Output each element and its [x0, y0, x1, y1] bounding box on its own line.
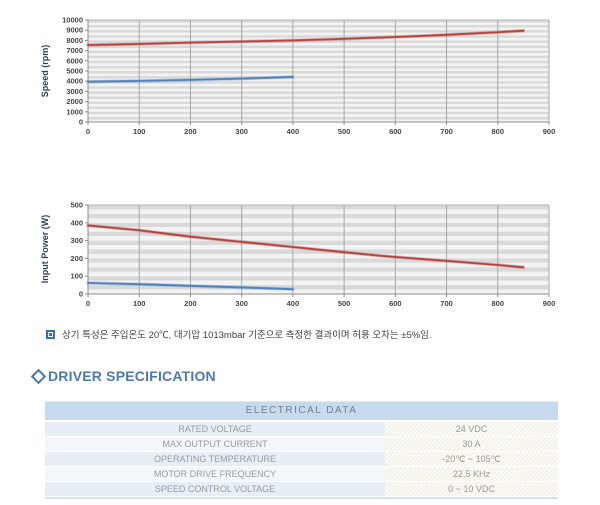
table-row: MOTOR DRIVE FREQUENCY 22.5 KHz — [45, 467, 558, 481]
svg-text:0: 0 — [86, 127, 90, 136]
svg-text:500: 500 — [70, 201, 83, 210]
speed-chart: 0100020003000400050006000700080009000100… — [62, 16, 556, 137]
table-row: RATED VOLTAGE 24 VDC — [45, 422, 558, 436]
svg-text:300: 300 — [235, 127, 248, 136]
electrical-data-table: ELECTRICAL DATA RATED VOLTAGE 24 VDC MAX O… — [45, 401, 558, 499]
svg-text:900: 900 — [543, 127, 556, 136]
section-title: DRIVER SPECIFICATION — [48, 368, 216, 384]
svg-text:900: 900 — [543, 299, 556, 307]
table-body: RATED VOLTAGE 24 VDC MAX OUTPUT CURRENT 30 … — [45, 422, 558, 496]
svg-text:6000: 6000 — [66, 56, 83, 65]
square-bullet-icon — [46, 329, 55, 339]
spec-label: MOTOR DRIVE FREQUENCY — [45, 467, 385, 481]
svg-text:3000: 3000 — [66, 87, 83, 96]
spec-label: RATED VOLTAGE — [45, 422, 385, 436]
svg-text:2000: 2000 — [66, 97, 83, 106]
spec-value: 24 VDC — [385, 422, 558, 436]
svg-text:500: 500 — [338, 127, 351, 136]
svg-text:5000: 5000 — [66, 67, 83, 76]
svg-text:400: 400 — [70, 218, 83, 227]
svg-text:0: 0 — [86, 299, 90, 307]
svg-text:300: 300 — [70, 236, 83, 245]
table-row: OPERATING TEMPERATURE -20℃ ~ 105℃ — [45, 452, 558, 466]
svg-text:300: 300 — [235, 299, 248, 307]
spec-value: 30 A — [385, 437, 558, 451]
svg-text:600: 600 — [389, 299, 402, 307]
svg-text:700: 700 — [440, 299, 453, 307]
svg-text:7000: 7000 — [66, 46, 83, 55]
driver-specification-heading: DRIVER SPECIFICATION — [30, 368, 216, 384]
svg-text:400: 400 — [287, 127, 300, 136]
svg-text:0: 0 — [79, 290, 83, 299]
table-header: ELECTRICAL DATA — [45, 402, 558, 420]
diamond-icon — [30, 368, 47, 384]
svg-text:700: 700 — [440, 127, 453, 136]
table-row: SPEED CONTROL VOLTAGE 0 ~ 10 VDC — [45, 482, 558, 496]
svg-text:600: 600 — [389, 127, 402, 136]
svg-text:200: 200 — [70, 254, 83, 263]
table-row: MAX OUTPUT CURRENT 30 A — [45, 437, 558, 451]
svg-text:800: 800 — [492, 127, 505, 136]
svg-text:500: 500 — [338, 299, 351, 307]
svg-text:400: 400 — [287, 299, 300, 307]
svg-text:1000: 1000 — [66, 107, 83, 116]
svg-text:100: 100 — [70, 272, 83, 281]
svg-text:9000: 9000 — [66, 26, 83, 35]
spec-label: MAX OUTPUT CURRENT — [45, 437, 385, 451]
measurement-note: 상기 특성은 주입온도 20℃, 대기압 1013mbar 기준으로 측정한 결… — [46, 327, 432, 341]
spec-value: -20℃ ~ 105℃ — [385, 452, 558, 466]
svg-text:4000: 4000 — [66, 77, 83, 86]
spec-label: SPEED CONTROL VOLTAGE — [45, 482, 385, 496]
spec-value: 22.5 KHz — [385, 467, 558, 481]
spec-value: 0 ~ 10 VDC — [385, 482, 558, 496]
svg-text:100: 100 — [133, 127, 146, 136]
svg-text:100: 100 — [133, 299, 146, 307]
svg-text:800: 800 — [492, 299, 505, 307]
svg-text:200: 200 — [184, 299, 197, 307]
input-power-chart: 0 100 200 300 400 500 0 100 200 300 400 500 600 700 80… — [70, 201, 556, 308]
spec-label: OPERATING TEMPERATURE — [45, 452, 385, 466]
svg-text:0: 0 — [79, 118, 83, 127]
svg-text:200: 200 — [184, 127, 197, 136]
svg-text:8000: 8000 — [66, 36, 83, 45]
svg-text:10000: 10000 — [62, 16, 83, 25]
note-text: 상기 특성은 주입온도 20℃, 대기압 1013mbar 기준으로 측정한 결… — [62, 330, 432, 341]
